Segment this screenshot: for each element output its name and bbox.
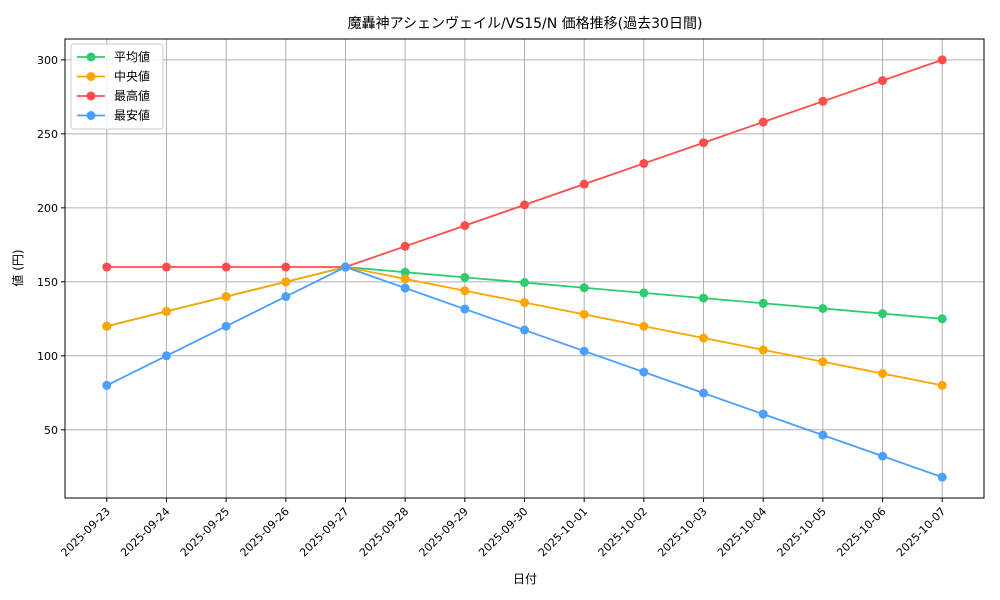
grid <box>65 39 984 498</box>
data-point <box>400 267 410 277</box>
x-tick-label: 2025-09-29 <box>417 505 471 559</box>
data-point <box>878 369 888 379</box>
data-point <box>758 409 768 419</box>
y-ticks: 50 100 150 200 250 300 <box>37 54 65 437</box>
data-point <box>937 380 947 390</box>
x-tick-label: 2025-10-01 <box>536 505 590 559</box>
y-tick-label: 200 <box>37 202 58 215</box>
x-tick-label: 2025-10-06 <box>834 505 888 559</box>
data-point <box>460 304 470 314</box>
y-tick-label: 300 <box>37 54 58 67</box>
data-point <box>161 262 171 272</box>
data-point <box>520 298 529 308</box>
data-point <box>579 309 589 319</box>
data-point <box>340 262 350 272</box>
data-point <box>699 293 709 303</box>
data-point <box>758 117 768 127</box>
y-tick-label: 100 <box>37 350 58 363</box>
data-point <box>878 309 888 319</box>
data-point <box>639 288 649 298</box>
x-tick-label: 2025-09-28 <box>357 505 411 559</box>
y-tick-label: 50 <box>44 424 58 437</box>
data-point <box>281 262 291 272</box>
x-tick-label: 2025-09-27 <box>297 505 351 559</box>
legend-marker <box>86 91 96 101</box>
data-point <box>460 272 470 282</box>
legend-label: 最安値 <box>114 108 150 123</box>
data-point <box>520 325 529 335</box>
series-layer <box>102 55 947 482</box>
data-point <box>818 96 828 106</box>
x-tick-label: 2025-09-26 <box>238 505 292 559</box>
data-point <box>699 333 709 343</box>
data-point <box>102 262 112 272</box>
y-tick-label: 250 <box>37 128 58 141</box>
legend-box <box>70 43 164 130</box>
legend-label: 最高値 <box>114 88 150 103</box>
data-point <box>699 138 709 148</box>
data-point <box>102 380 112 390</box>
series-3 <box>102 262 947 482</box>
legend-marker <box>86 72 96 81</box>
data-point <box>818 430 828 440</box>
x-tick-label: 2025-09-25 <box>178 505 232 559</box>
y-axis-label: 値 (円) <box>10 249 25 286</box>
data-point <box>102 321 112 331</box>
data-point <box>161 351 171 361</box>
data-point <box>878 76 888 86</box>
data-point <box>221 292 231 302</box>
x-tick-label: 2025-09-23 <box>58 505 112 559</box>
data-point <box>639 367 649 377</box>
x-tick-label: 2025-10-03 <box>655 505 709 559</box>
x-tick-label: 2025-10-04 <box>715 505 769 559</box>
data-point <box>579 346 589 356</box>
legend-marker <box>86 111 96 120</box>
data-point <box>400 274 410 284</box>
data-point <box>937 55 947 65</box>
x-axis-label: 日付 <box>513 572 537 586</box>
data-point <box>579 179 589 189</box>
data-point <box>758 345 768 355</box>
data-point <box>400 241 410 251</box>
data-point <box>818 357 828 367</box>
data-point <box>520 278 529 288</box>
x-tick-label: 2025-10-07 <box>894 505 948 559</box>
data-point <box>639 321 649 331</box>
data-point <box>460 221 470 231</box>
data-point <box>937 314 947 324</box>
data-point <box>579 283 589 293</box>
data-point <box>400 283 410 293</box>
legend-label: 中央値 <box>114 69 150 84</box>
data-point <box>639 158 649 168</box>
series-2 <box>102 55 947 272</box>
data-point <box>818 303 828 313</box>
x-tick-label: 2025-10-05 <box>775 505 829 559</box>
chart-title: 魔轟神アシェンヴェイル/VS15/N 価格推移(過去30日間) <box>348 15 703 32</box>
data-point <box>221 321 231 331</box>
data-point <box>281 292 291 302</box>
data-point <box>460 286 470 296</box>
x-tick-label: 2025-10-02 <box>596 505 650 559</box>
data-point <box>937 472 947 482</box>
data-point <box>221 262 231 272</box>
x-ticks: 2025-09-23 2025-09-24 2025-09-25 2025-09-26… <box>58 498 948 559</box>
x-tick-label: 2025-09-30 <box>476 505 530 559</box>
data-point <box>520 200 529 210</box>
data-point <box>878 451 888 461</box>
legend-marker <box>86 52 96 62</box>
legend-label: 平均値 <box>114 49 150 64</box>
data-point <box>281 277 291 287</box>
x-tick-label: 2025-09-24 <box>118 505 172 559</box>
data-point <box>161 306 171 316</box>
data-point <box>758 298 768 308</box>
data-point <box>699 388 709 398</box>
y-tick-label: 150 <box>37 276 58 289</box>
